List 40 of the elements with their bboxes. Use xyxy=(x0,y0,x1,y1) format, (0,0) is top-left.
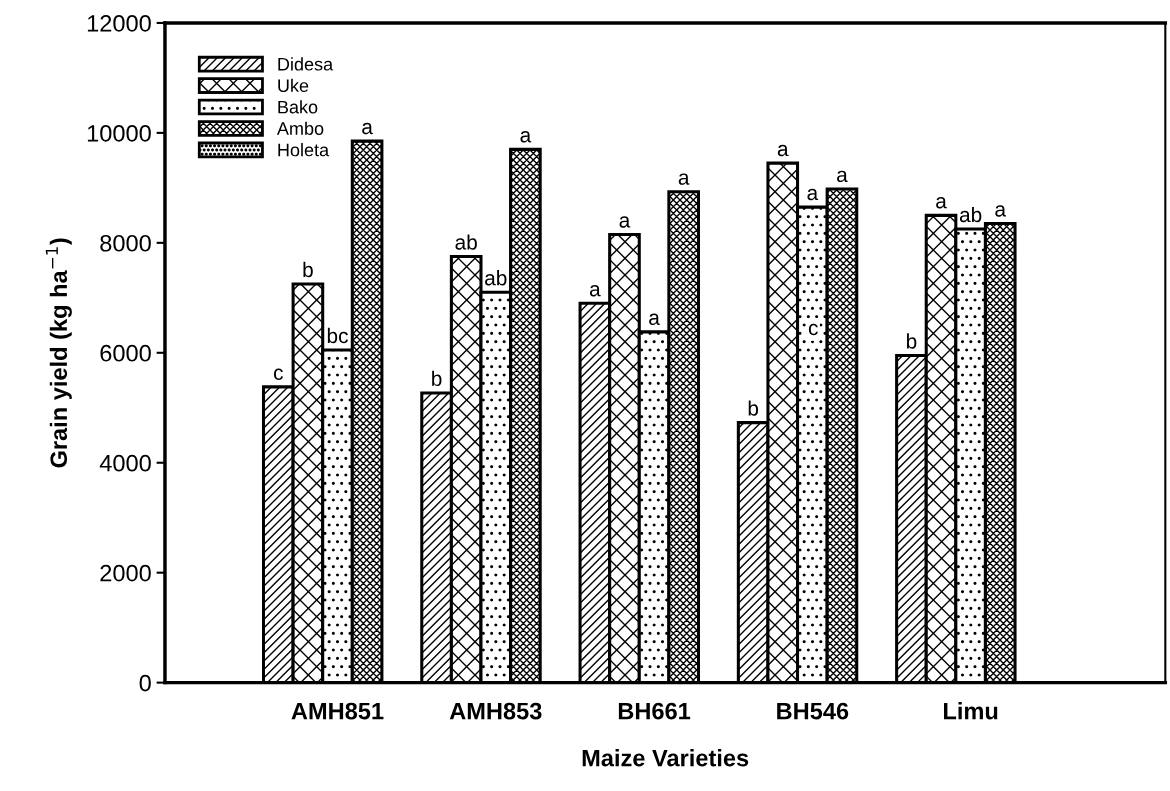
legend-label: Holeta xyxy=(278,143,330,157)
annotation: c xyxy=(808,323,818,336)
data-label: b xyxy=(432,370,442,387)
data-label: ab xyxy=(485,270,507,286)
data-label: a xyxy=(807,188,819,201)
data-label: a xyxy=(678,173,690,185)
data-label: b xyxy=(303,261,313,278)
y-tick-label: 6000 xyxy=(100,344,151,362)
x-axis-title: Maize Varieties xyxy=(582,749,749,767)
data-label: b xyxy=(748,400,759,416)
legend-label: Ambo xyxy=(276,121,324,135)
data-label: a xyxy=(589,285,601,297)
data-label: b xyxy=(906,333,917,349)
data-label: a xyxy=(995,205,1007,217)
y-tick-label: 4000 xyxy=(99,454,151,472)
y-tick-label: 0 xyxy=(139,674,151,692)
x-tick-label: AMH853 xyxy=(449,702,542,720)
data-label: a xyxy=(837,170,848,183)
data-label: a xyxy=(520,131,532,143)
y-tick-label: 8000 xyxy=(100,234,151,252)
data-label: ab xyxy=(959,206,982,223)
y-axis-title: Grain yield (kg ha$^{−1}$) xyxy=(45,238,72,468)
y-tick-label: 12000 xyxy=(87,15,151,32)
x-tick-label: BH546 xyxy=(777,702,849,720)
data-label: c xyxy=(273,368,283,380)
data-label: a xyxy=(936,197,947,209)
x-tick-label: BH661 xyxy=(618,702,691,720)
data-label: bc xyxy=(327,327,348,344)
x-tick-label: Limu xyxy=(944,702,998,720)
legend-label: Didesa xyxy=(278,57,334,71)
data-label: a xyxy=(619,216,631,228)
legend-label: Uke xyxy=(278,78,309,93)
data-label: a xyxy=(777,144,789,157)
y-tick-label: 10000 xyxy=(87,124,151,142)
data-label: a xyxy=(362,122,373,135)
y-tick-label: 2000 xyxy=(100,564,151,582)
data-label: a xyxy=(649,313,660,325)
data-label: ab xyxy=(455,234,477,250)
legend-label: Bako xyxy=(278,100,318,114)
x-tick-label: AMH851 xyxy=(291,702,384,720)
